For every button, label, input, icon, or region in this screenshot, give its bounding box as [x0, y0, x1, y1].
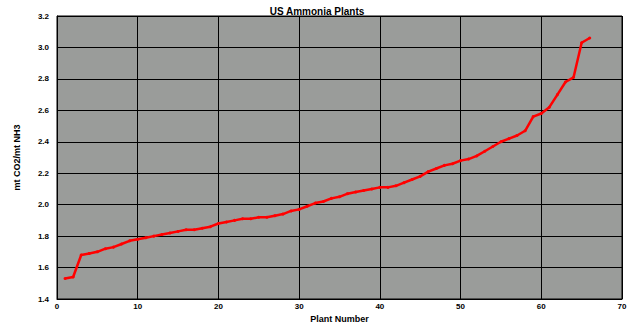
svg-text:2.6: 2.6: [38, 106, 50, 115]
svg-text:1.6: 1.6: [38, 263, 50, 272]
svg-text:70: 70: [618, 302, 627, 311]
svg-text:Plant Number: Plant Number: [310, 314, 369, 324]
svg-text:30: 30: [295, 302, 304, 311]
svg-text:2.4: 2.4: [38, 137, 50, 146]
svg-text:1.8: 1.8: [38, 232, 50, 241]
svg-text:US Ammonia Plants: US Ammonia Plants: [270, 6, 365, 17]
svg-text:60: 60: [537, 302, 546, 311]
svg-text:3.0: 3.0: [38, 43, 50, 52]
svg-text:1.4: 1.4: [38, 295, 50, 304]
svg-text:2.2: 2.2: [38, 169, 50, 178]
svg-text:3.2: 3.2: [38, 12, 50, 21]
svg-text:2.8: 2.8: [38, 74, 50, 83]
svg-text:10: 10: [133, 302, 142, 311]
svg-text:40: 40: [375, 302, 384, 311]
svg-text:0: 0: [55, 302, 60, 311]
svg-text:2.0: 2.0: [38, 200, 50, 209]
svg-text:mt CO2/mt NH3: mt CO2/mt NH3: [12, 124, 22, 190]
svg-text:50: 50: [456, 302, 465, 311]
svg-text:20: 20: [214, 302, 223, 311]
